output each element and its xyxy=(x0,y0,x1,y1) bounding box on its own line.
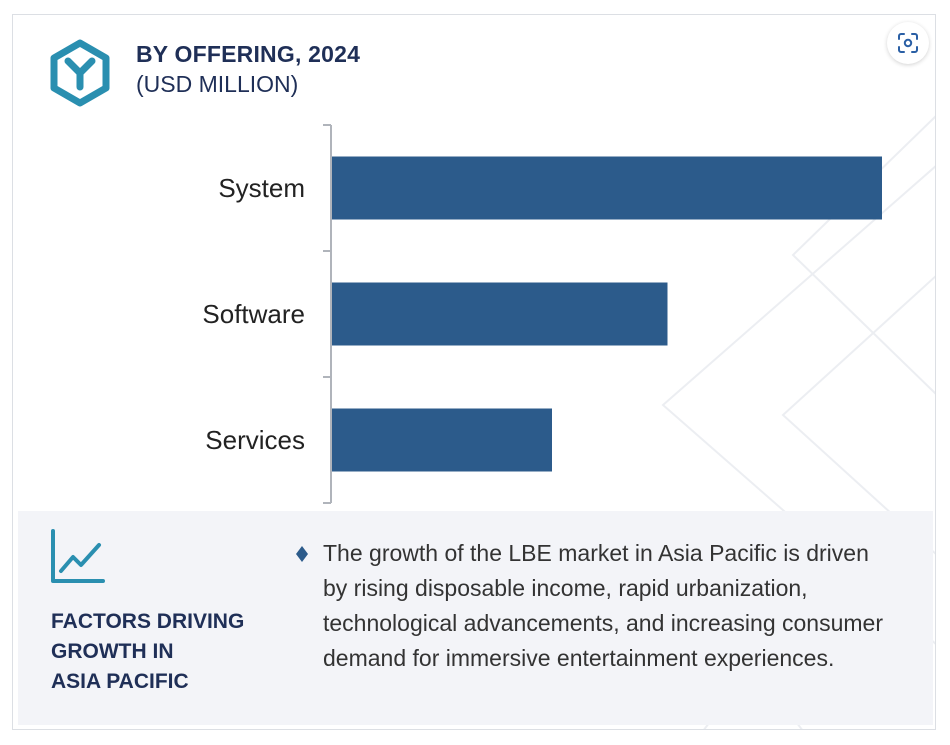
factors-title: FACTORS DRIVING GROWTH IN ASIA PACIFIC xyxy=(51,607,281,697)
factors-title-line: ASIA PACIFIC xyxy=(51,670,189,693)
factors-title-line: FACTORS DRIVING xyxy=(51,610,245,633)
category-label-services: Services xyxy=(205,425,305,455)
chart-subtitle: (USD MILLION) xyxy=(136,71,299,97)
factors-description: The growth of the LBE market in Asia Pac… xyxy=(323,540,883,671)
bar-services xyxy=(332,408,552,472)
chart-title: BY OFFERING, 2024 xyxy=(136,41,361,67)
trend-line-chart-icon xyxy=(51,529,105,583)
bar-system xyxy=(332,156,882,220)
bar-chart: System Software Services xyxy=(202,124,882,504)
factors-title-line: GROWTH IN xyxy=(51,640,174,663)
chart-card: BY OFFERING, 2024 (USD MILLION) System So… xyxy=(12,14,936,730)
scan-focus-icon xyxy=(898,33,918,53)
diamond-bullet-icon xyxy=(296,546,308,562)
hexagon-y-logo-icon xyxy=(50,39,110,107)
category-label-system: System xyxy=(218,173,305,203)
factors-panel: FACTORS DRIVING GROWTH IN ASIA PACIFIC T… xyxy=(18,511,933,725)
scan-button[interactable] xyxy=(887,22,929,64)
category-label-software: Software xyxy=(202,299,305,329)
bar-software xyxy=(332,282,668,346)
